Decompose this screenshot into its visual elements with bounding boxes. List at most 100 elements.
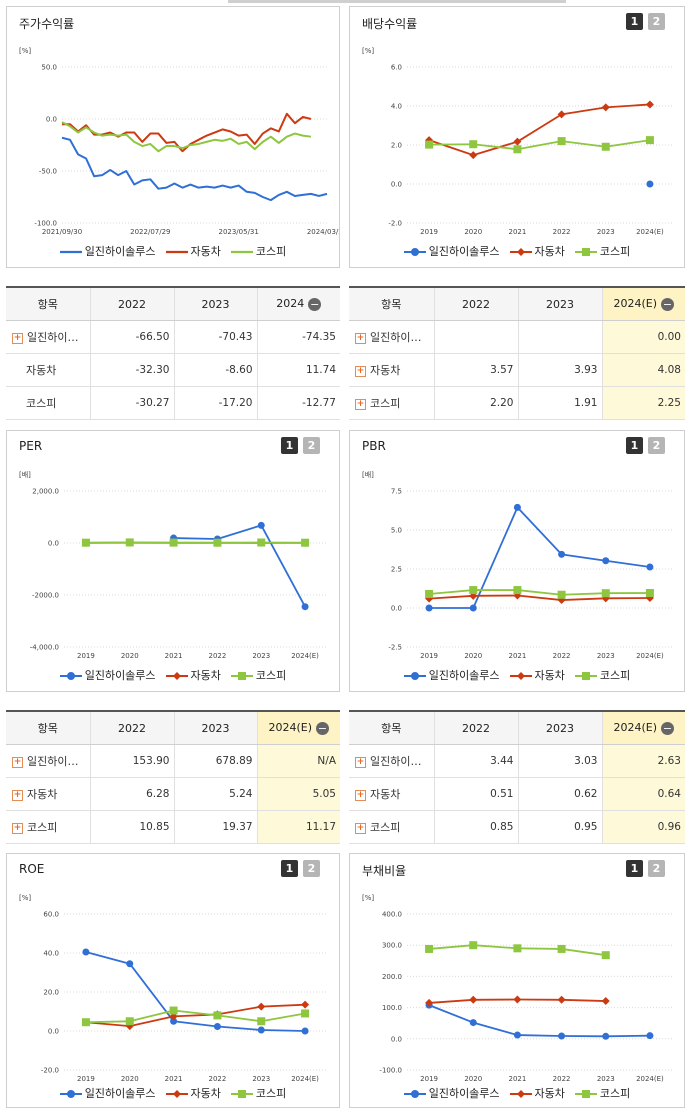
roe-data-point bbox=[125, 1017, 134, 1026]
expand-row-icon[interactable]: + bbox=[355, 398, 366, 410]
price-series-line-1 bbox=[61, 136, 328, 202]
pbr-data-point bbox=[469, 586, 478, 595]
row-label[interactable]: + 코스피 bbox=[6, 810, 90, 844]
row-label[interactable]: + 자동차 bbox=[6, 777, 90, 811]
collapse-column-icon[interactable]: − bbox=[316, 721, 330, 735]
row-label[interactable]: + 자동차 bbox=[349, 353, 434, 387]
legend-item[interactable]: 일진하이솔루스 bbox=[59, 1085, 156, 1101]
table-cell: 4.08 bbox=[601, 353, 685, 387]
price-y-tick-label: -50.0 bbox=[39, 168, 57, 176]
expand-row-icon[interactable]: + bbox=[12, 822, 23, 834]
per-data-point bbox=[301, 538, 310, 547]
div-y-unit: [%] bbox=[362, 47, 374, 55]
legend-item[interactable]: 일진하이솔루스 bbox=[59, 667, 156, 683]
pbr-page-2-button[interactable]: 2 bbox=[648, 437, 665, 454]
table-row: + 일진하이… 153.90 678.89 N/A bbox=[6, 744, 340, 778]
debt-data-point bbox=[513, 1031, 521, 1039]
legend-item[interactable]: 자동차 bbox=[509, 667, 565, 683]
price-legend: 일진하이솔루스 자동차 코스피 bbox=[7, 243, 339, 259]
price-y-tick-label: -100.0 bbox=[34, 220, 57, 228]
legend-item[interactable]: 자동차 bbox=[509, 243, 565, 259]
pbr-data-point bbox=[513, 503, 521, 511]
pbr-page-1-button[interactable]: 1 bbox=[626, 437, 643, 454]
per-page-2-button[interactable]: 2 bbox=[303, 437, 320, 454]
roe-data-point bbox=[82, 948, 90, 956]
expand-row-icon[interactable]: + bbox=[355, 756, 366, 768]
table-row: 코스피 -30.27 -17.20 -12.77 bbox=[6, 386, 340, 420]
row-label[interactable]: + 일진하이… bbox=[6, 320, 90, 354]
per-y-tick-label: -4,000.0 bbox=[30, 644, 59, 652]
legend-item[interactable]: 일진하이솔루스 bbox=[403, 243, 500, 259]
legend-item[interactable]: 코스피 bbox=[574, 243, 630, 259]
debt-data-point bbox=[513, 995, 522, 1004]
table-cell: 11.74 bbox=[256, 353, 340, 387]
legend-label: 자동차 bbox=[534, 245, 565, 258]
legend-item[interactable]: 일진하이솔루스 bbox=[59, 243, 156, 259]
debt-data-point bbox=[557, 995, 566, 1004]
legend-item[interactable]: 코스피 bbox=[574, 1085, 630, 1101]
div-page-1-button[interactable]: 1 bbox=[626, 13, 643, 30]
row-label[interactable]: + 일진하이… bbox=[6, 744, 90, 778]
div-data-point bbox=[513, 137, 522, 146]
debt-x-tick-label: 2024(E) bbox=[636, 1075, 664, 1083]
expand-row-icon[interactable]: + bbox=[12, 789, 23, 801]
expand-row-icon[interactable]: + bbox=[12, 332, 23, 344]
table-header-cell: 2023 bbox=[173, 710, 257, 745]
legend-item[interactable]: 자동차 bbox=[165, 243, 221, 259]
legend-item[interactable]: 자동차 bbox=[509, 1085, 565, 1101]
debt-page-1-button[interactable]: 1 bbox=[626, 860, 643, 877]
expand-row-icon[interactable]: + bbox=[12, 756, 23, 768]
pbr-y-tick-label: 2.5 bbox=[391, 566, 402, 574]
div-data-point bbox=[645, 100, 654, 109]
per-chart-title: PER bbox=[19, 439, 43, 453]
legend-item[interactable]: 코스피 bbox=[230, 1085, 286, 1101]
expand-row-icon[interactable]: + bbox=[355, 365, 366, 377]
pbr-legend: 일진하이솔루스 자동차 코스피 bbox=[350, 667, 684, 683]
table-row: + 코스피 2.20 1.91 2.25 bbox=[349, 386, 685, 420]
dividend-yield-table: 항목 2022 2023 2024(E) − + 일진하이… 0.00 + 자동차 3.57 3.93… bbox=[349, 286, 685, 420]
roe-page-2-button[interactable]: 2 bbox=[303, 860, 320, 877]
roe-x-tick-label: 2020 bbox=[121, 1075, 139, 1083]
div-x-tick-label: 2021 bbox=[509, 228, 527, 236]
pbr-y-tick-label: 7.5 bbox=[391, 488, 402, 496]
expand-row-icon[interactable]: + bbox=[355, 789, 366, 801]
expand-row-icon[interactable]: + bbox=[355, 822, 366, 834]
legend-item[interactable]: 일진하이솔루스 bbox=[403, 667, 500, 683]
table-header-cell: 항목 bbox=[349, 710, 434, 745]
table-cell: 2.20 bbox=[433, 386, 518, 420]
legend-item[interactable]: 코스피 bbox=[574, 667, 631, 683]
debt-x-tick-label: 2022 bbox=[553, 1075, 571, 1083]
debt-page-2-button[interactable]: 2 bbox=[648, 860, 665, 877]
row-label[interactable]: + 일진하이… bbox=[349, 744, 434, 778]
debt-chart-title: 부채비율 bbox=[362, 864, 407, 878]
div-x-tick-label: 2024(E) bbox=[636, 228, 664, 236]
row-label[interactable]: + 코스피 bbox=[349, 386, 434, 420]
collapse-column-icon[interactable]: − bbox=[661, 721, 675, 735]
per-legend: 일진하이솔루스 자동차 코스피 bbox=[7, 667, 339, 683]
legend-item[interactable]: 코스피 bbox=[230, 243, 286, 259]
price-y-unit: [%] bbox=[19, 47, 31, 55]
legend-label: 코스피 bbox=[599, 669, 631, 682]
legend-item[interactable]: 일진하이솔루스 bbox=[403, 1085, 500, 1101]
div-page-2-button[interactable]: 2 bbox=[648, 13, 665, 30]
pbr-data-point bbox=[558, 550, 566, 558]
collapse-column-icon[interactable]: − bbox=[308, 297, 322, 311]
row-label[interactable]: + 일진하이… bbox=[349, 320, 434, 354]
per-data-point bbox=[169, 538, 178, 547]
table-header-cell: 2023 bbox=[517, 286, 602, 321]
expand-row-icon[interactable]: + bbox=[355, 332, 366, 344]
per-page-1-button[interactable]: 1 bbox=[281, 437, 298, 454]
div-x-tick-label: 2023 bbox=[597, 228, 615, 236]
debt-legend: 일진하이솔루스 자동차 코스피 bbox=[350, 1085, 684, 1101]
legend-item[interactable]: 자동차 bbox=[165, 667, 221, 683]
roe-page-1-button[interactable]: 1 bbox=[281, 860, 298, 877]
row-label[interactable]: + 자동차 bbox=[349, 777, 434, 811]
collapse-column-icon[interactable]: − bbox=[661, 297, 675, 311]
table-header-cell: 2024(E) − bbox=[601, 286, 685, 321]
table-cell: 5.05 bbox=[256, 777, 340, 811]
legend-item[interactable]: 자동차 bbox=[165, 1085, 221, 1101]
pbr-chart-title: PBR bbox=[362, 439, 386, 453]
legend-item[interactable]: 코스피 bbox=[230, 667, 286, 683]
row-label[interactable]: + 코스피 bbox=[349, 810, 434, 844]
roe-y-tick-label: 0.0 bbox=[48, 1028, 59, 1036]
